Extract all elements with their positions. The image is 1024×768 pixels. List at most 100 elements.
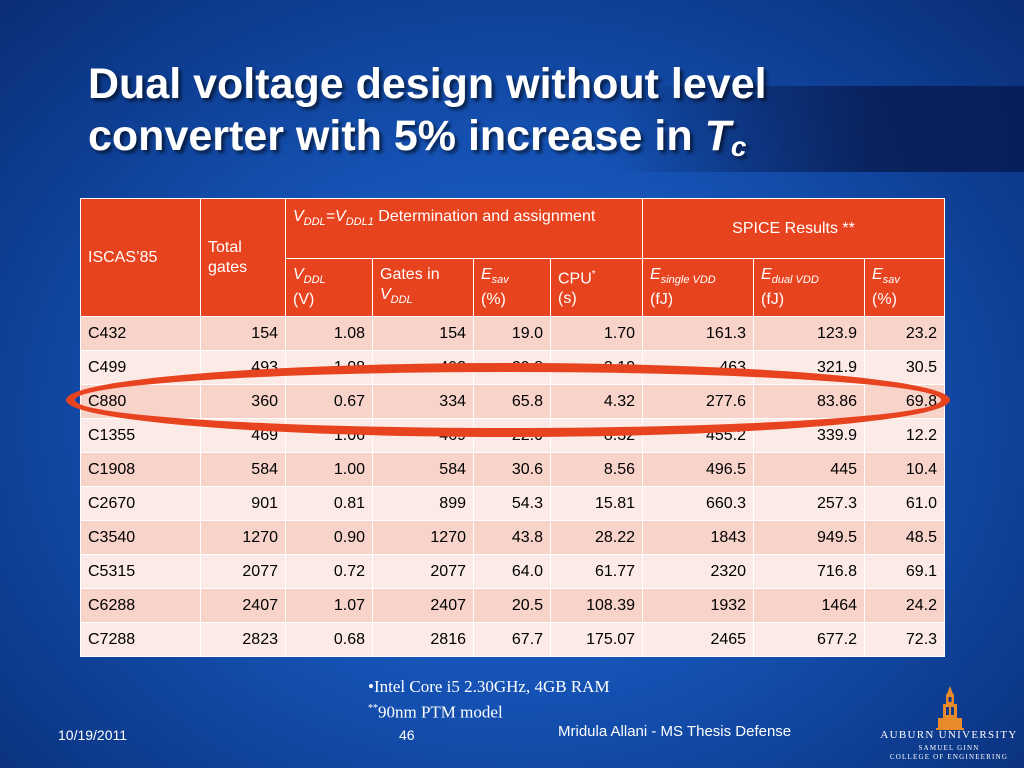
cell: 1.07 (285, 588, 373, 623)
cell: 1270 (372, 520, 474, 555)
slide-title: Dual voltage design without level conver… (88, 58, 948, 173)
table-row: C2670 901 0.81 899 54.3 15.81 660.3 257.3 61.0 (80, 486, 946, 521)
cell: 24.2 (864, 588, 946, 623)
cell: 72.3 (864, 622, 946, 657)
cell: 154 (200, 316, 286, 351)
header-spice-group: SPICE Results ** (642, 198, 946, 259)
cell: 899 (372, 486, 474, 521)
cell: 154 (372, 316, 474, 351)
cell: 8.56 (549, 452, 644, 487)
footnote-spice: **90nm PTM model (368, 702, 503, 722)
cell: 0.90 (285, 520, 373, 555)
cell: 20.5 (473, 588, 551, 623)
footnotes: •Intel Core i5 2.30GHz, 4GB RAM **90nm P… (368, 676, 610, 724)
cell: 61.0 (864, 486, 946, 521)
highlight-ellipse (66, 363, 950, 437)
cell: 61.77 (549, 554, 644, 589)
cell: 949.5 (753, 520, 866, 555)
cell: 123.9 (753, 316, 866, 351)
cell: 0.81 (285, 486, 373, 521)
cell: 48.5 (864, 520, 946, 555)
table-row: C6288 2407 1.07 2407 20.5 108.39 1932 1464 24.2 (80, 588, 946, 623)
cell: 716.8 (753, 554, 866, 589)
cell: 64.0 (473, 554, 551, 589)
table-row: C432 154 1.08 154 19.0 1.70 161.3 123.9 23.2 (80, 316, 946, 351)
cell: 2407 (372, 588, 474, 623)
footer-author: Mridula Allani - MS Thesis Defense (558, 723, 792, 740)
cell: 2320 (642, 554, 755, 589)
header-e-dual: Edual VDD (fJ) (753, 258, 866, 317)
cell: 445 (753, 452, 866, 487)
page-number: 46 (399, 727, 415, 743)
header-total-gates: Total gates (200, 198, 286, 317)
cell: 2816 (372, 622, 474, 657)
cell: 1.70 (549, 316, 644, 351)
title-variable: T (704, 112, 731, 160)
cell: 43.8 (473, 520, 551, 555)
header-vddl-group: VDDL=VDDL1 Determination and assignment (284, 198, 644, 259)
cell: 175.07 (549, 622, 644, 657)
cell: 1.08 (285, 316, 373, 351)
header-esav-2: Esav (%) (864, 258, 946, 317)
cell: 496.5 (642, 452, 755, 487)
cell: 161.3 (642, 316, 755, 351)
cell: 1270 (200, 520, 286, 555)
university-logo: AUBURN UNIVERSITY SAMUEL GINN COLLEGE OF… (880, 686, 1020, 766)
cell: 2465 (642, 622, 755, 657)
cell: 23.2 (864, 316, 946, 351)
cell: 584 (200, 452, 286, 487)
header-e-single: Esingle VDD (fJ) (642, 258, 755, 317)
header-vddl: VDDL (V) (285, 258, 373, 317)
title-variable-subscript: c (730, 131, 747, 162)
cell: 54.3 (473, 486, 551, 521)
cell: 30.6 (473, 452, 551, 487)
cell: 19.0 (473, 316, 551, 351)
header-esav-1: Esav (%) (473, 258, 551, 317)
cell-circuit: C7288 (80, 622, 201, 657)
cell: 0.72 (285, 554, 373, 589)
footnote-cpu: •Intel Core i5 2.30GHz, 4GB RAM (368, 677, 610, 696)
footer-date: 10/19/2011 (58, 727, 128, 743)
cell: 0.68 (285, 622, 373, 657)
cell: 2077 (200, 554, 286, 589)
title-band (0, 86, 1024, 172)
cell-circuit: C1908 (80, 452, 201, 487)
cell: 257.3 (753, 486, 866, 521)
cell-circuit: C6288 (80, 588, 201, 623)
title-line-2-text: converter with 5% increase in (88, 112, 705, 160)
cell-circuit: C1355 (80, 418, 201, 453)
header-gates-in-vddl: Gates in VDDL (372, 258, 474, 317)
cell-circuit: C432 (80, 316, 201, 351)
cell: 15.81 (549, 486, 644, 521)
cell-circuit: C2670 (80, 486, 201, 521)
header-row-1: ISCAS’85 Total gates VDDL=VDDL1 Determin… (80, 198, 946, 317)
cell: 1.00 (285, 452, 373, 487)
header-cpu: CPU* (s) (549, 258, 644, 317)
table-row: C5315 2077 0.72 2077 64.0 61.77 2320 716.8 69.1 (80, 554, 946, 589)
cell-circuit: C5315 (80, 554, 201, 589)
cell: 10.4 (864, 452, 946, 487)
cell: 677.2 (753, 622, 866, 657)
title-line-1: Dual voltage design without level (88, 60, 767, 108)
cell: 2407 (200, 588, 286, 623)
title-line-2: converter with 5% increase in Tc (88, 110, 948, 173)
logo-college-name: SAMUEL GINN COLLEGE OF ENGINEERING (889, 744, 1009, 761)
logo-university-name: AUBURN UNIVERSITY (880, 729, 1018, 741)
tower-icon (936, 686, 964, 730)
cell: 2823 (200, 622, 286, 657)
cell: 67.7 (473, 622, 551, 657)
table-row: C3540 1270 0.90 1270 43.8 28.22 1843 949.5 48.5 (80, 520, 946, 555)
cell: 12.2 (864, 418, 946, 453)
cell-circuit: C3540 (80, 520, 201, 555)
cell: 1843 (642, 520, 755, 555)
cell: 660.3 (642, 486, 755, 521)
cell: 584 (372, 452, 474, 487)
cell: 1932 (642, 588, 755, 623)
header-circuit: ISCAS’85 (80, 198, 201, 317)
cell: 1464 (753, 588, 866, 623)
cell: 108.39 (549, 588, 644, 623)
table-row: C7288 2823 0.68 2816 67.7 175.07 2465 677.2 72.3 (80, 622, 946, 657)
cell: 2077 (372, 554, 474, 589)
header-row-2: VDDL (V) Gates in VDDL Esav (%) CPU* (s) Esi… (81, 258, 946, 317)
cell: 69.1 (864, 554, 946, 589)
